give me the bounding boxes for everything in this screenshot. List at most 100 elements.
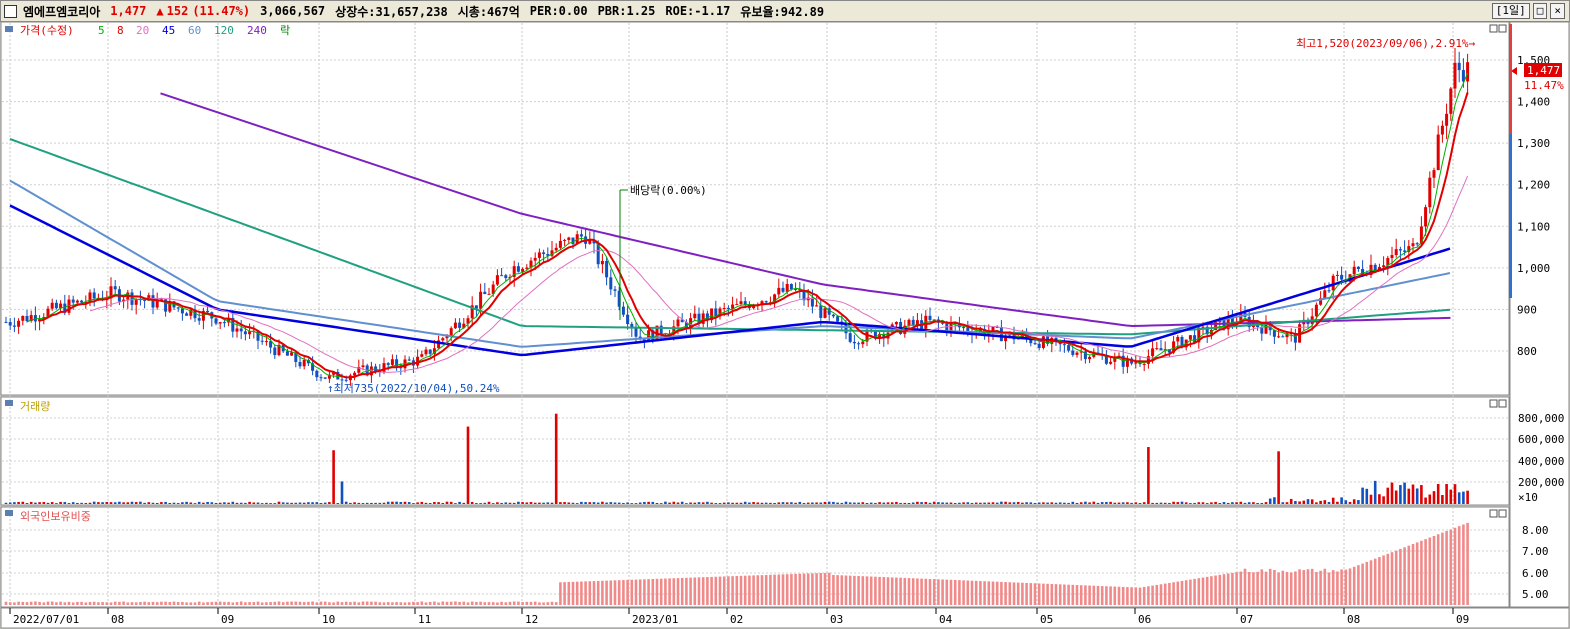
foreign-bar xyxy=(59,601,62,605)
volume-bar xyxy=(928,502,932,504)
candle-body xyxy=(180,308,184,314)
candle-body xyxy=(567,237,571,240)
candle-body xyxy=(1403,250,1407,252)
candle-body xyxy=(592,239,596,244)
volume-bar xyxy=(1256,502,1259,504)
volume-bar xyxy=(953,502,957,504)
foreign-bar xyxy=(1453,527,1457,605)
volume-bar xyxy=(328,502,331,504)
volume-bar xyxy=(1432,491,1436,504)
volume-bar xyxy=(882,502,886,504)
volume-bar xyxy=(1462,491,1465,504)
volume-bar xyxy=(701,502,705,504)
volume-bar xyxy=(420,501,424,504)
volume-bar xyxy=(722,502,726,504)
foreign-bar xyxy=(496,602,499,605)
volume-bar xyxy=(1420,485,1423,504)
foreign-bar xyxy=(1142,586,1146,605)
candle-body xyxy=(1457,62,1461,71)
foreign-bar xyxy=(987,581,991,605)
candle-body xyxy=(1361,268,1365,275)
foreign-bar xyxy=(76,601,79,605)
period-button[interactable]: [1일] xyxy=(1491,3,1530,19)
volume-bar xyxy=(340,481,344,504)
close-icon[interactable]: × xyxy=(1550,3,1565,19)
foreign-bar xyxy=(1415,542,1419,605)
volume-bar xyxy=(1042,502,1045,504)
foreign-bar xyxy=(1235,572,1238,605)
candle-body xyxy=(810,297,814,307)
foreign-bar xyxy=(865,576,869,605)
volume-bar xyxy=(357,502,361,504)
volume-bar xyxy=(1159,502,1163,504)
volume-bar xyxy=(416,502,419,504)
foreign-bar xyxy=(1424,539,1427,605)
foreign-bar xyxy=(8,602,12,605)
foreign-bar xyxy=(748,575,751,605)
volume-bar xyxy=(113,502,117,504)
volume-bar xyxy=(412,503,415,504)
candle-body xyxy=(1188,335,1192,340)
candle-body xyxy=(273,347,277,356)
candle-body xyxy=(470,305,474,319)
foreign-bar xyxy=(945,579,949,605)
foreign-bar xyxy=(143,601,146,605)
candle-body xyxy=(932,319,936,321)
foreign-bar xyxy=(479,601,482,605)
volume-bar xyxy=(974,502,978,504)
candle-body xyxy=(1352,266,1356,275)
volume-bar xyxy=(1361,487,1364,504)
volume-bar xyxy=(559,502,562,504)
volume-bar xyxy=(1092,501,1096,504)
foreign-bar xyxy=(134,602,138,605)
price-tick-label: 1,000 xyxy=(1517,262,1550,275)
candle-body xyxy=(1239,312,1243,322)
candle-body xyxy=(42,317,46,320)
volume-bar xyxy=(647,501,650,504)
volume-bar xyxy=(214,502,218,504)
volume-bar xyxy=(67,503,71,504)
foreign-bar xyxy=(983,581,986,605)
candle-body xyxy=(802,290,806,301)
foreign-bar xyxy=(1029,583,1033,605)
volume-bar xyxy=(1247,502,1251,504)
candle-body xyxy=(336,371,340,380)
foreign-bar xyxy=(1428,537,1432,605)
candle-body xyxy=(327,374,331,379)
select-checkbox[interactable] xyxy=(4,4,17,18)
volume-bar xyxy=(756,502,760,504)
foreign-bar xyxy=(449,601,453,605)
foreign-bar xyxy=(626,579,629,605)
candle-body xyxy=(1159,348,1163,351)
panel-minimize-icon xyxy=(1489,399,1498,408)
candle-body xyxy=(752,305,756,309)
foreign-bar xyxy=(210,601,214,605)
maximize-icon[interactable]: □ xyxy=(1532,3,1548,19)
foreign-bar xyxy=(529,601,533,605)
foreign-bar xyxy=(861,576,865,605)
candle-body xyxy=(684,322,688,329)
candle-body xyxy=(92,292,96,299)
candle-body xyxy=(231,318,235,332)
candle-body xyxy=(1277,336,1281,338)
volume-bar xyxy=(1357,500,1360,504)
volume-bar xyxy=(760,502,764,504)
legend-ma-240: 240 xyxy=(247,24,267,37)
foreign-bar xyxy=(332,602,335,605)
foreign-bar xyxy=(920,578,923,605)
volume-bar xyxy=(382,502,386,504)
volume-bar xyxy=(92,501,96,504)
dividend-annotation: 배당락(0.00%) xyxy=(630,184,707,197)
foreign-bar xyxy=(643,579,646,605)
foreign-bar xyxy=(1457,526,1461,605)
foreign-bar xyxy=(281,602,285,605)
candle-body xyxy=(315,370,319,378)
foreign-bar xyxy=(563,582,566,605)
legend-ma-5: 5 xyxy=(98,24,105,37)
candle-body xyxy=(1201,326,1205,328)
volume-bar xyxy=(1403,482,1406,504)
volume-bar xyxy=(605,502,608,504)
volume-bar xyxy=(1008,502,1012,504)
